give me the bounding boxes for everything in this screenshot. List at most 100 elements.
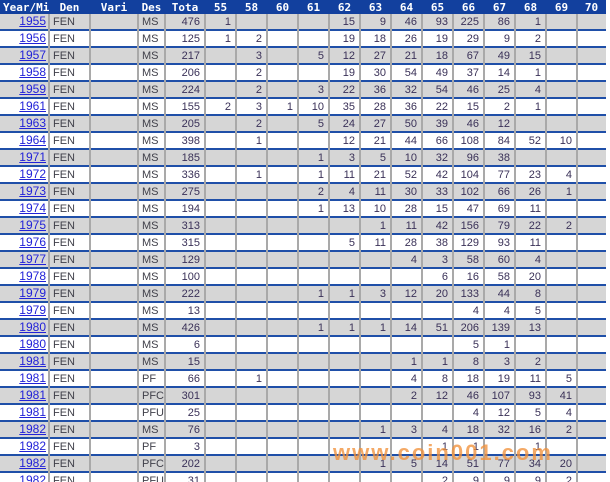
count-cell	[267, 200, 299, 217]
year-cell: 1981	[0, 404, 50, 421]
count-cell	[236, 285, 268, 302]
count-cell: 1	[546, 183, 578, 200]
den-cell: FEN	[49, 30, 91, 47]
year-link[interactable]: 1979	[19, 303, 46, 317]
count-cell: 60	[484, 251, 516, 268]
vari-cell	[90, 81, 139, 98]
column-header-58: 58	[236, 0, 267, 14]
year-link[interactable]: 1979	[19, 286, 46, 300]
den-cell: FEN	[49, 183, 91, 200]
count-cell	[205, 472, 237, 482]
count-cell	[391, 472, 423, 482]
total-cell: 205	[165, 115, 206, 132]
count-cell	[205, 251, 237, 268]
count-cell	[236, 217, 268, 234]
year-link[interactable]: 1957	[19, 48, 46, 62]
count-cell	[236, 234, 268, 251]
count-cell	[298, 421, 330, 438]
year-link[interactable]: 1981	[19, 371, 46, 385]
count-cell: 2	[236, 64, 268, 81]
year-link[interactable]: 1981	[19, 405, 46, 419]
count-cell: 11	[360, 183, 392, 200]
year-link[interactable]: 1955	[19, 14, 46, 28]
year-link[interactable]: 1974	[19, 201, 46, 215]
year-cell: 1979	[0, 302, 50, 319]
year-cell: 1973	[0, 183, 50, 200]
count-cell	[391, 302, 423, 319]
total-cell: 129	[165, 251, 206, 268]
count-cell: 18	[360, 30, 392, 47]
count-cell	[546, 234, 578, 251]
year-link[interactable]: 1976	[19, 235, 46, 249]
den-cell: FEN	[49, 81, 91, 98]
year-link[interactable]: 1982	[19, 422, 46, 436]
count-cell: 25	[484, 81, 516, 98]
total-cell: 185	[165, 149, 206, 166]
count-cell: 12	[484, 115, 516, 132]
count-cell	[236, 302, 268, 319]
year-link[interactable]: 1963	[19, 116, 46, 130]
count-cell: 1	[360, 217, 392, 234]
count-cell	[267, 217, 299, 234]
count-cell	[236, 149, 268, 166]
vari-cell	[90, 217, 139, 234]
count-cell: 2	[205, 98, 237, 115]
count-cell	[298, 14, 330, 30]
des-cell: MS	[138, 319, 166, 336]
year-link[interactable]: 1971	[19, 150, 46, 164]
count-cell	[205, 132, 237, 149]
count-cell: 69	[484, 200, 516, 217]
year-cell: 1982	[0, 472, 50, 482]
year-link[interactable]: 1958	[19, 65, 46, 79]
count-cell: 46	[453, 115, 485, 132]
year-link[interactable]: 1980	[19, 320, 46, 334]
year-link[interactable]: 1959	[19, 82, 46, 96]
den-cell: FEN	[49, 302, 91, 319]
column-header-67: 67	[484, 0, 515, 14]
year-link[interactable]: 1961	[19, 99, 46, 113]
count-cell: 12	[422, 387, 454, 404]
count-cell	[546, 115, 578, 132]
year-link[interactable]: 1981	[19, 354, 46, 368]
count-cell	[236, 251, 268, 268]
count-cell	[329, 268, 361, 285]
count-cell: 206	[453, 319, 485, 336]
year-link[interactable]: 1981	[19, 388, 46, 402]
year-link[interactable]: 1975	[19, 218, 46, 232]
year-link[interactable]: 1964	[19, 133, 46, 147]
year-link[interactable]: 1978	[19, 269, 46, 283]
count-cell: 52	[391, 166, 423, 183]
count-cell: 1	[205, 30, 237, 47]
vari-cell	[90, 47, 139, 64]
year-link[interactable]: 1980	[19, 337, 46, 351]
year-link[interactable]: 1982	[19, 439, 46, 453]
year-link[interactable]: 1972	[19, 167, 46, 181]
count-cell: 1	[267, 98, 299, 115]
count-cell: 10	[546, 132, 578, 149]
count-cell	[298, 268, 330, 285]
count-cell: 11	[329, 166, 361, 183]
den-cell: FEN	[49, 455, 91, 472]
count-cell	[546, 353, 578, 370]
year-cell: 1982	[0, 421, 50, 438]
count-cell: 2	[298, 183, 330, 200]
count-cell	[360, 353, 392, 370]
count-cell: 2	[484, 98, 516, 115]
year-link[interactable]: 1982	[19, 456, 46, 470]
count-cell: 20	[515, 268, 547, 285]
year-link[interactable]: 1956	[19, 31, 46, 45]
des-cell: PF	[138, 438, 166, 455]
des-cell: MS	[138, 14, 166, 30]
count-cell	[267, 183, 299, 200]
table-row: 1978 FEN MS 100 6 16 58 20	[0, 268, 606, 285]
year-link[interactable]: 1973	[19, 184, 46, 198]
total-cell: 224	[165, 81, 206, 98]
count-cell: 3	[236, 98, 268, 115]
year-link[interactable]: 1982	[19, 473, 46, 482]
count-cell	[205, 234, 237, 251]
des-cell: MS	[138, 251, 166, 268]
year-link[interactable]: 1977	[19, 252, 46, 266]
count-cell	[329, 370, 361, 387]
vari-cell	[90, 166, 139, 183]
count-cell	[546, 336, 578, 353]
